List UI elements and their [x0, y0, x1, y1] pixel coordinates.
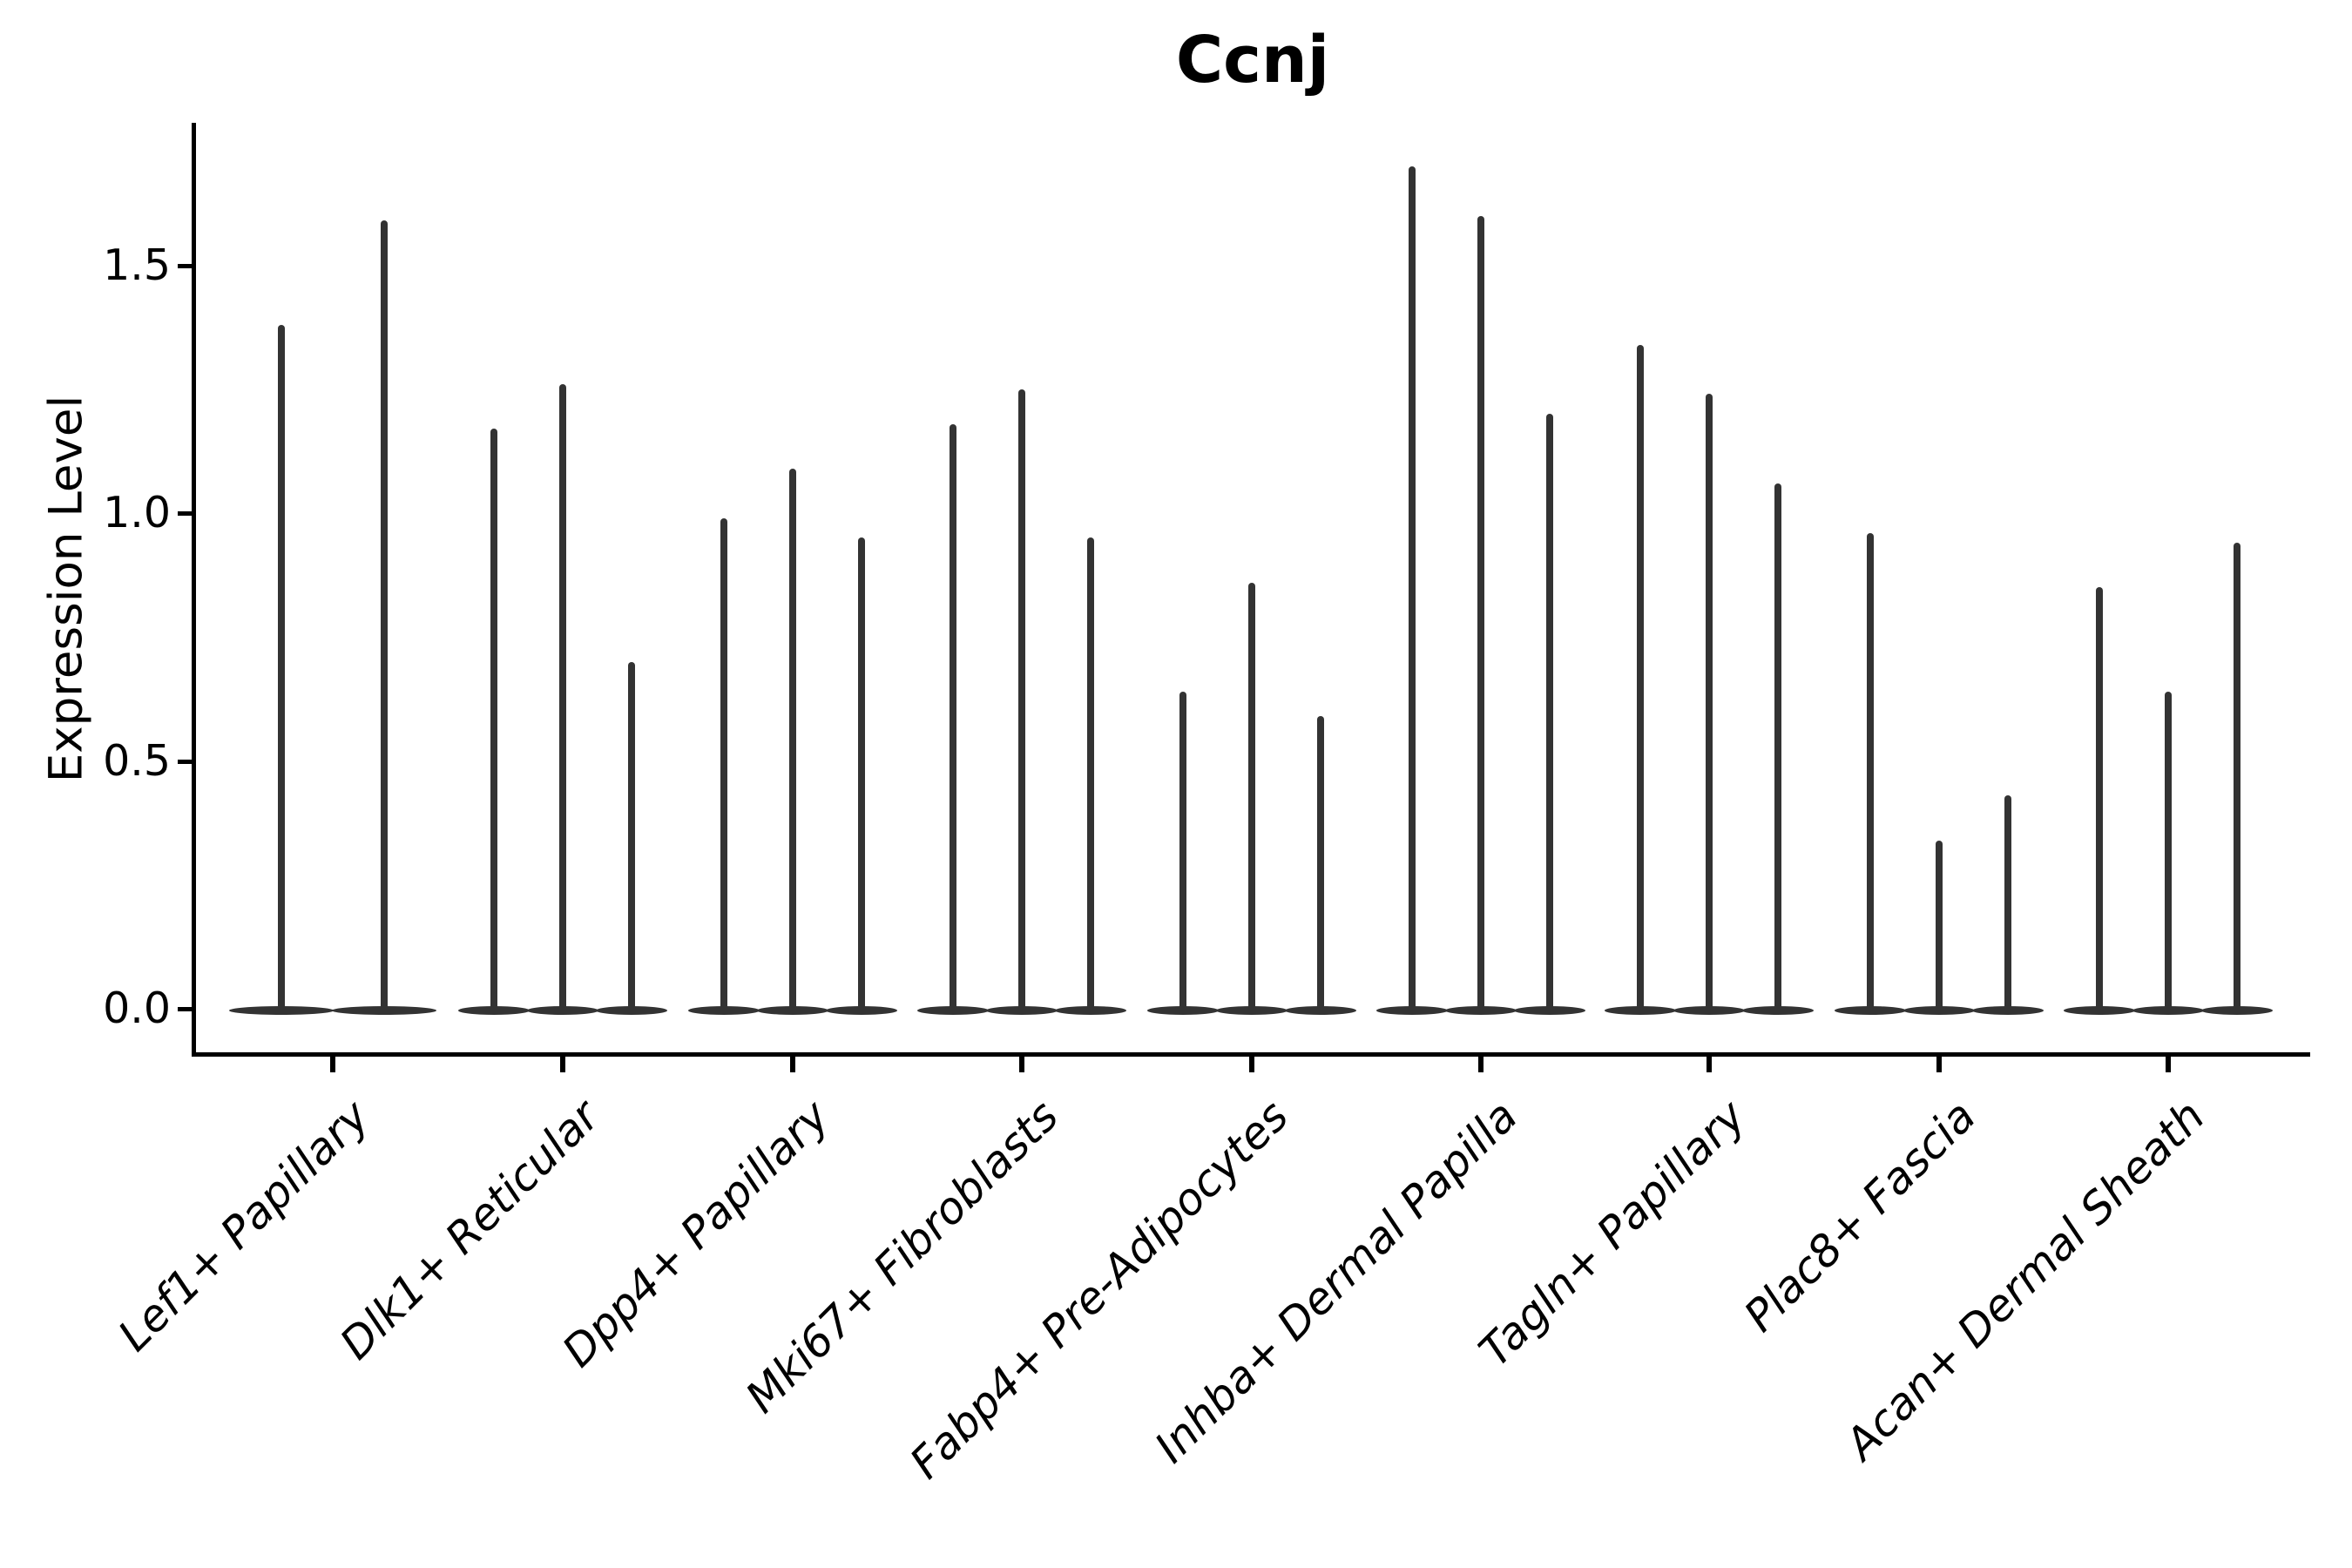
violin-spike	[1317, 716, 1324, 1012]
x-axis-tick-mark	[1936, 1057, 1942, 1072]
violin-spike	[1706, 394, 1713, 1012]
violin-spike	[628, 661, 635, 1012]
x-axis-tick-mark	[2166, 1057, 2171, 1072]
x-axis-tick-mark	[330, 1057, 335, 1072]
y-axis-tick-label: 0.5	[103, 735, 171, 786]
violin-spike	[278, 324, 285, 1012]
x-axis-tick-mark	[560, 1057, 565, 1072]
x-axis-spine	[192, 1052, 2310, 1057]
x-axis-tick-mark	[790, 1057, 795, 1072]
x-axis-tick-mark	[1249, 1057, 1254, 1072]
violin-spike	[2004, 795, 2011, 1012]
y-axis-tick-label: 0.0	[103, 983, 171, 1033]
x-axis-tick-mark	[1019, 1057, 1024, 1072]
violin-spike	[1867, 532, 1874, 1012]
violin-spike	[1477, 215, 1484, 1012]
violin-spike	[950, 423, 956, 1012]
violin-spike	[2165, 691, 2172, 1012]
violin-spike	[720, 517, 727, 1012]
violin-spike	[1409, 166, 1416, 1012]
y-axis-tick-mark	[178, 759, 193, 764]
violin-spike	[2096, 587, 2103, 1012]
violin-spike	[1087, 537, 1094, 1012]
y-axis-spine	[192, 123, 196, 1057]
violin-spike	[1179, 691, 1186, 1012]
y-axis-tick-mark	[178, 511, 193, 516]
violin-spike	[789, 468, 796, 1012]
violin-spike	[2234, 543, 2240, 1012]
violin-spike	[1936, 840, 1943, 1012]
x-axis-tick-mark	[1707, 1057, 1712, 1072]
y-axis-tick-mark	[178, 263, 193, 268]
x-axis-tick-mark	[1478, 1057, 1484, 1072]
violin-spike	[559, 384, 566, 1012]
violin-spike	[1774, 483, 1781, 1012]
y-axis-label: Expression Level	[39, 395, 93, 783]
x-axis-tick-label: Fabp4+ Pre-Adipocytes	[900, 1091, 1299, 1489]
y-axis-tick-mark	[178, 1007, 193, 1011]
y-axis-tick-label: 1.0	[103, 488, 171, 537]
x-axis-tick-label: Inhba+ Dermal Papilla	[1145, 1091, 1528, 1473]
chart-title: Ccnj	[1175, 23, 1330, 98]
violin-spike	[858, 537, 865, 1012]
violin-spike	[1546, 414, 1553, 1012]
y-axis-tick-label: 1.5	[103, 240, 171, 290]
violin-spike	[1637, 344, 1644, 1012]
violin-spike	[490, 429, 497, 1012]
x-axis-tick-label: Plac8+ Fascia	[1734, 1091, 1986, 1342]
x-axis-tick-label: Lef1+ Papillary	[108, 1091, 380, 1362]
violin-spike	[381, 220, 388, 1012]
violin-spike	[1018, 389, 1025, 1012]
violin-spike	[1248, 582, 1255, 1012]
